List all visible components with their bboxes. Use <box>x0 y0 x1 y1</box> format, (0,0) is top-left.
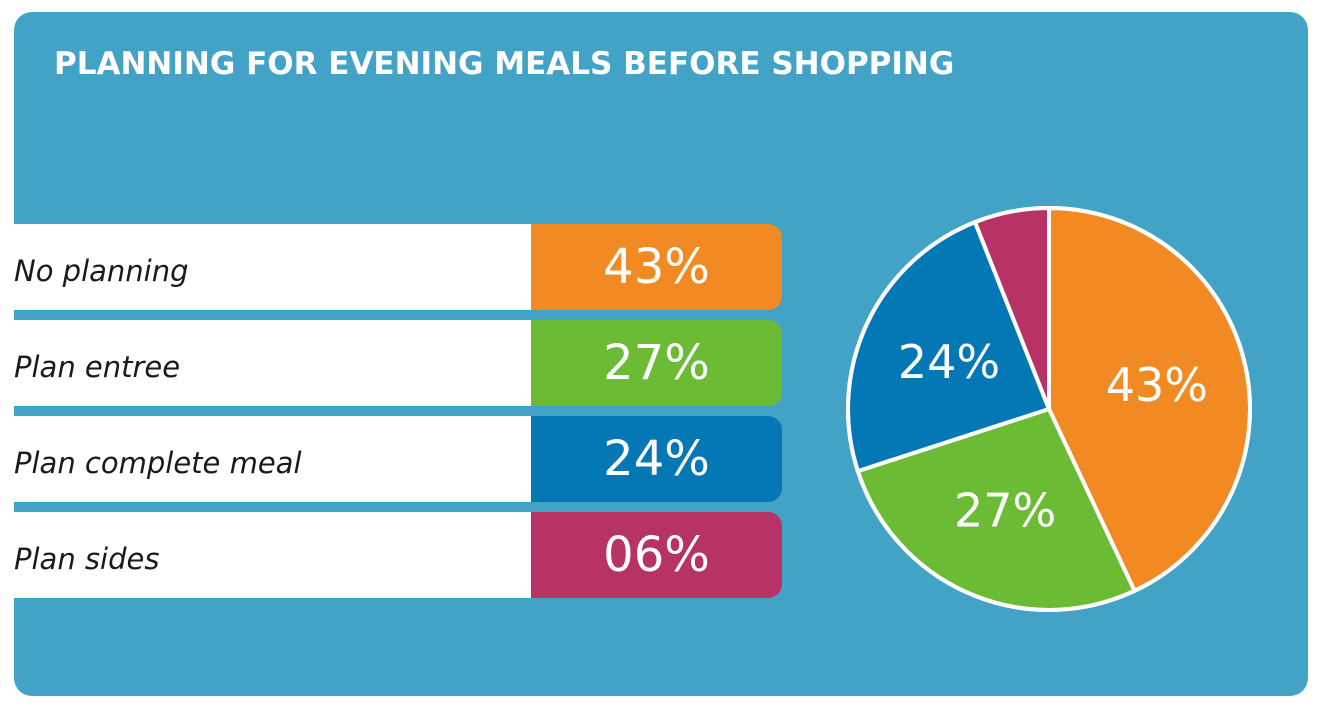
legend-label: Plan complete meal <box>14 446 302 480</box>
legend-row: Plan sides 06% <box>14 512 782 598</box>
pie-outline <box>846 206 1252 612</box>
legend-value: 43% <box>531 224 782 310</box>
legend-value: 06% <box>531 512 782 598</box>
pie-slice-label: 27% <box>954 483 1056 537</box>
pie-slice-label: 24% <box>898 335 1000 389</box>
legend-row: Plan entree 27% <box>14 320 782 406</box>
legend-label-box: Plan sides <box>14 512 544 598</box>
legend-value: 27% <box>531 320 782 406</box>
pie-slice-label: 43% <box>1106 358 1208 412</box>
pie-chart: 43% 27% 24% <box>843 203 1255 615</box>
chart-title: PLANNING FOR EVENING MEALS BEFORE SHOPPI… <box>54 46 955 82</box>
legend-row: No planning 43% <box>14 224 782 310</box>
legend-label-box: No planning <box>14 224 544 310</box>
legend-table: No planning 43% Plan entree 27% Plan com… <box>14 224 782 608</box>
legend-value: 24% <box>531 416 782 502</box>
legend-label-box: Plan complete meal <box>14 416 544 502</box>
legend-label: No planning <box>14 254 189 288</box>
legend-label: Plan sides <box>14 542 160 576</box>
legend-label: Plan entree <box>14 350 181 384</box>
legend-row: Plan complete meal 24% <box>14 416 782 502</box>
legend-label-box: Plan entree <box>14 320 544 406</box>
pie-svg: 43% 27% 24% <box>846 206 1252 612</box>
